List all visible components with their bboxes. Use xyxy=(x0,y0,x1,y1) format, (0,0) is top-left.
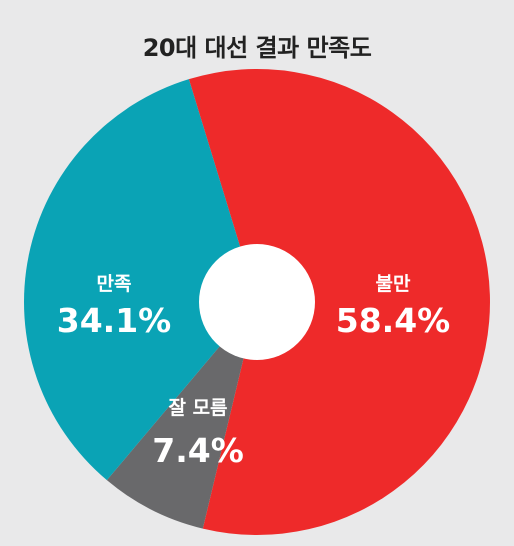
donut-hole xyxy=(199,244,315,360)
slice-1 xyxy=(188,69,490,536)
slice-label-2: 잘 모름 xyxy=(168,397,227,419)
slice-value-1: 58.4% xyxy=(336,301,451,340)
slice-value-3: 34.1% xyxy=(57,301,172,340)
slice-2 xyxy=(106,302,258,529)
donut-slices xyxy=(24,69,490,536)
chart-title: 20대 대선 결과 만족도 xyxy=(142,34,372,62)
slice-value-2: 7.4% xyxy=(152,431,244,470)
slice-3 xyxy=(24,79,257,481)
slice-label-1: 불만 xyxy=(376,273,411,295)
donut-labels: 불만 58.4% 잘 모름 7.4% 만족 34.1% xyxy=(57,273,451,470)
slice-label-3: 만족 xyxy=(97,273,132,295)
